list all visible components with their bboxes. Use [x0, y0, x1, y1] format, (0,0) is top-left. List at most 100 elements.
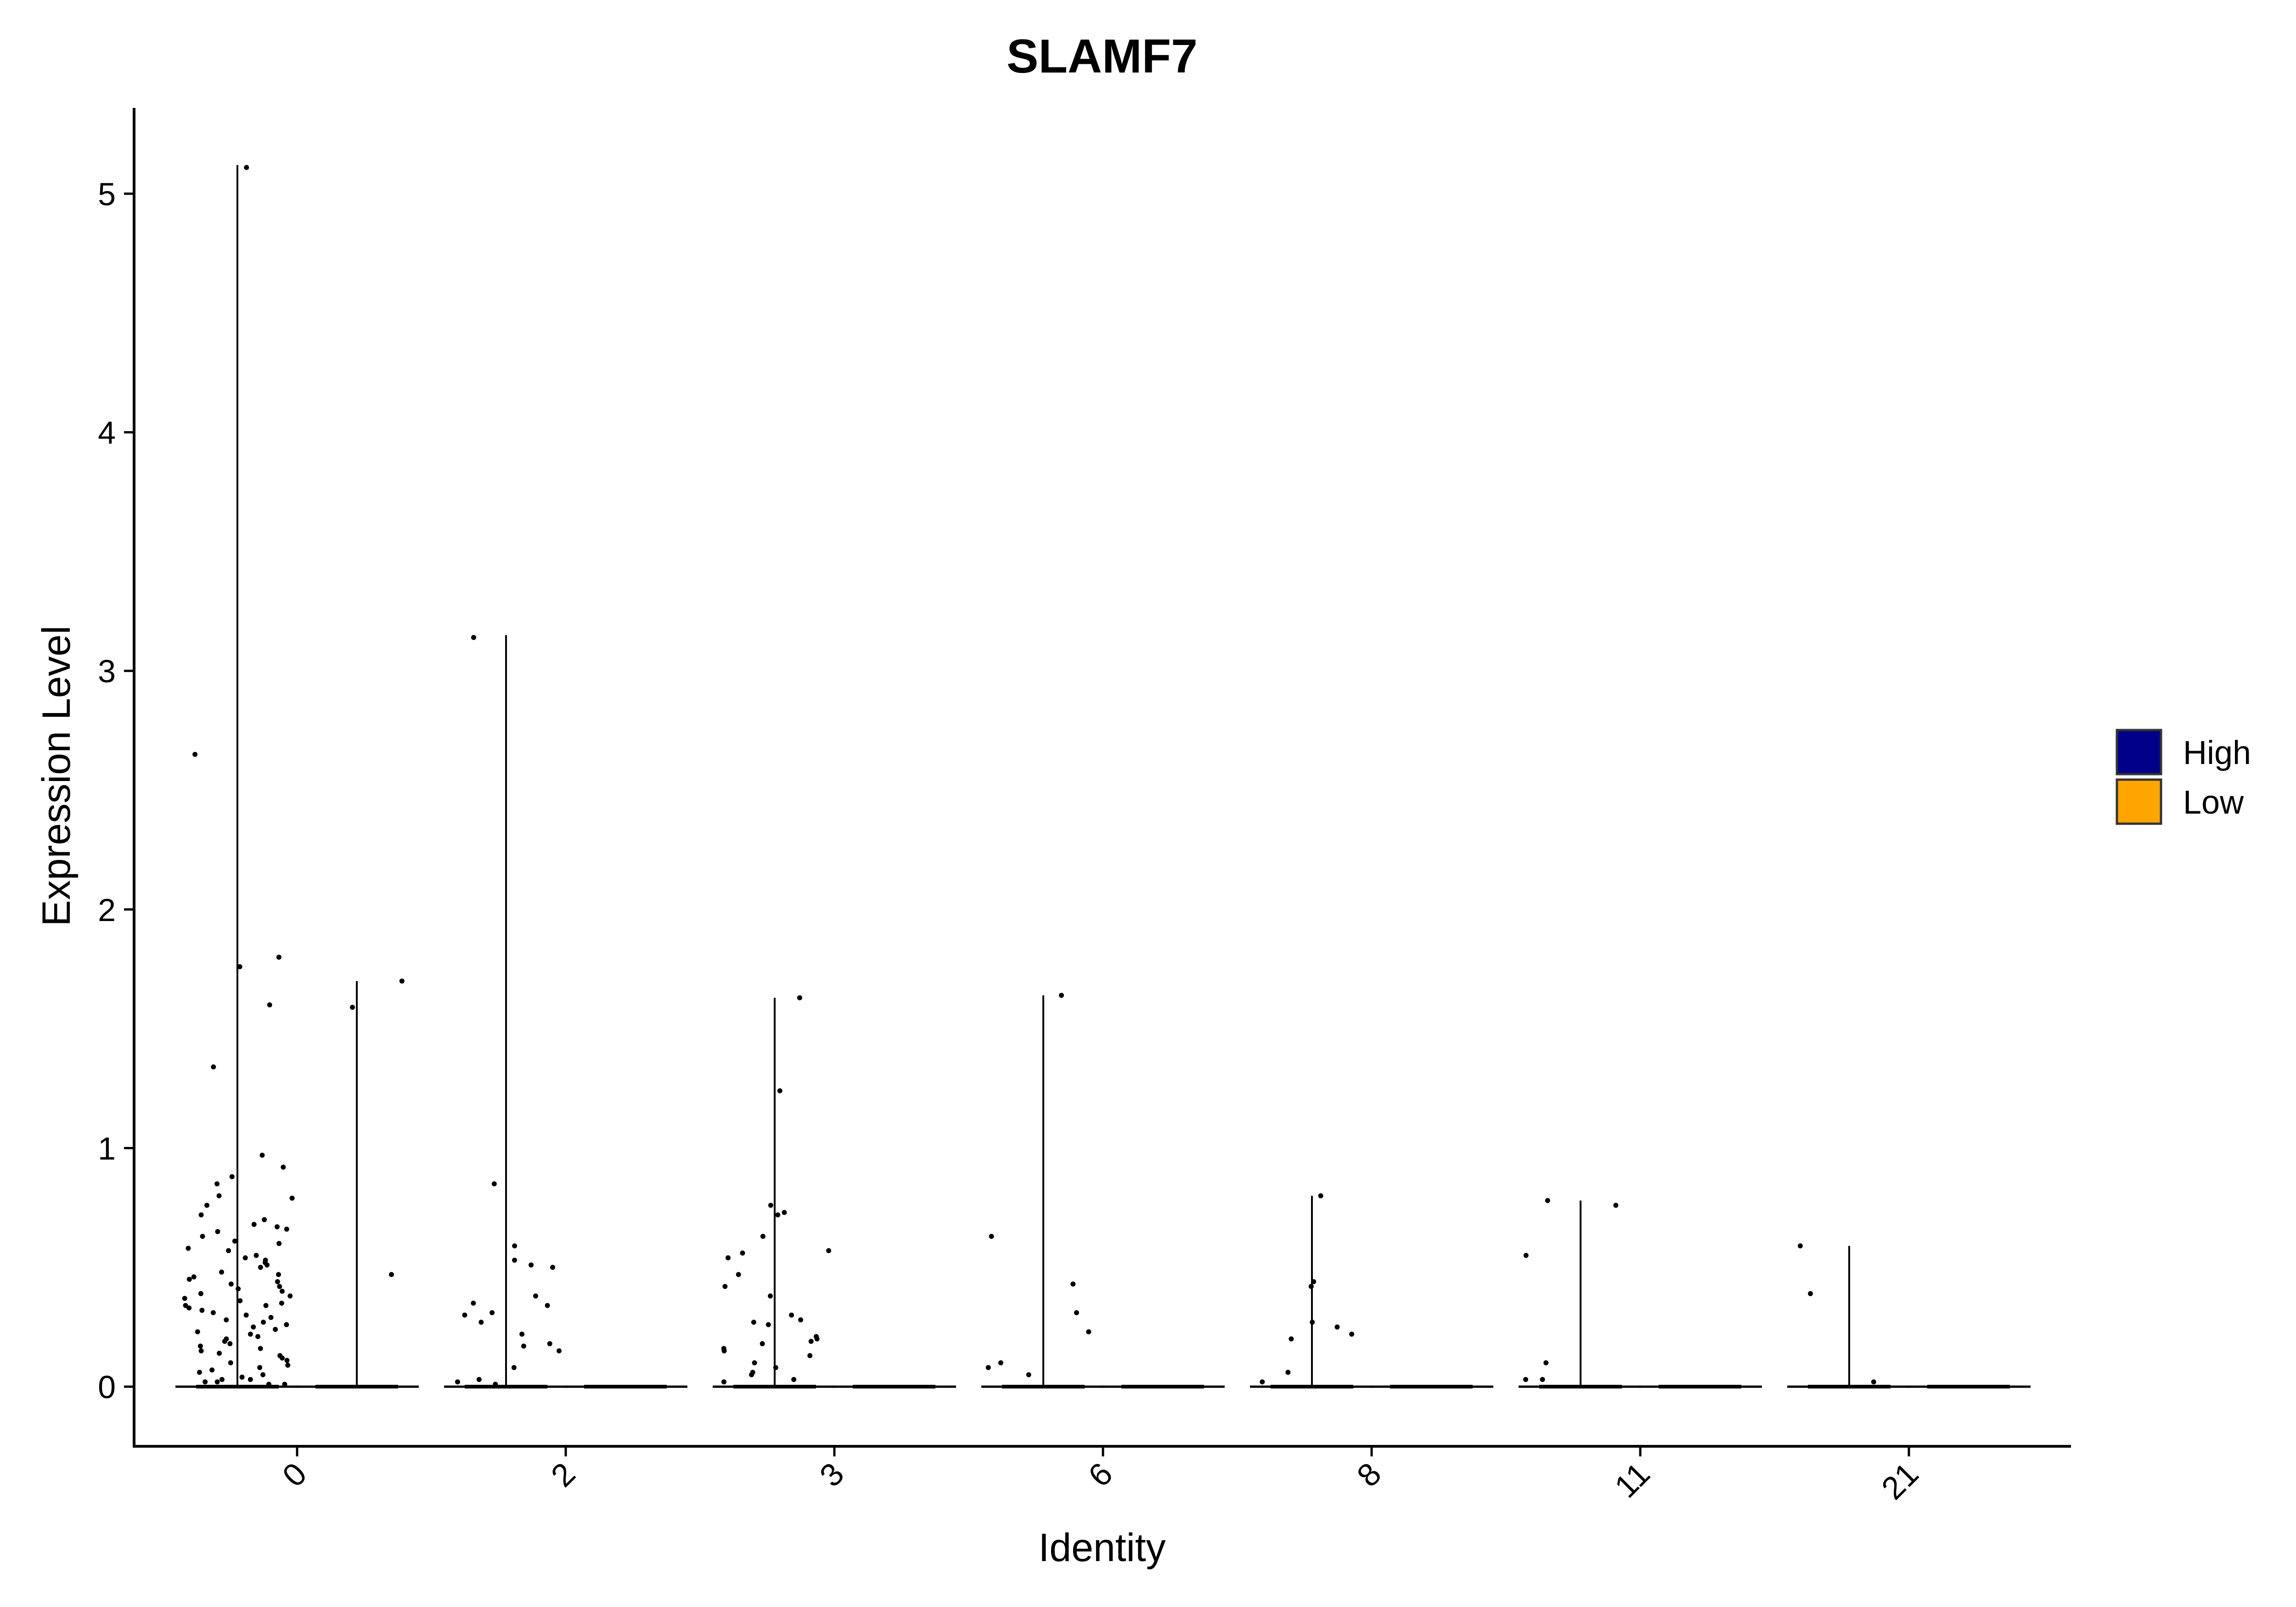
data-point: [1058, 993, 1064, 998]
legend-label-low: Low: [2183, 784, 2244, 821]
data-point: [775, 1212, 781, 1218]
y-tick-label: 0: [98, 1369, 116, 1405]
violin-body-low: [1927, 1385, 2010, 1389]
data-point: [1289, 1336, 1294, 1342]
data-point: [262, 1217, 267, 1222]
data-point: [260, 1372, 266, 1377]
data-point: [798, 1317, 804, 1323]
data-point: [289, 1196, 295, 1201]
data-point: [276, 955, 281, 960]
legend-swatch-low: [2116, 778, 2162, 825]
data-point: [237, 964, 242, 970]
data-point: [251, 1222, 257, 1227]
x-tick-label: 11: [1608, 1455, 1657, 1505]
data-point: [277, 1284, 282, 1289]
data-point: [186, 1276, 192, 1282]
data-point: [1871, 1379, 1876, 1385]
data-point: [749, 1372, 754, 1377]
data-point: [826, 1248, 832, 1253]
data-point: [808, 1338, 814, 1344]
data-point: [1070, 1281, 1076, 1287]
data-point: [740, 1250, 745, 1256]
data-point: [721, 1348, 727, 1354]
data-point: [244, 165, 249, 170]
data-point: [1523, 1377, 1528, 1382]
data-point: [1318, 1193, 1323, 1198]
data-point: [550, 1264, 556, 1270]
y-axis-title: Expression Level: [34, 626, 79, 927]
data-point: [1540, 1377, 1545, 1382]
data-point: [216, 1193, 222, 1198]
violin-body-low: [1390, 1385, 1473, 1389]
data-point: [1543, 1360, 1549, 1365]
data-point: [462, 1312, 467, 1318]
data-point: [533, 1293, 538, 1299]
data-point: [765, 1322, 771, 1327]
data-point: [768, 1202, 773, 1208]
data-point: [284, 1226, 289, 1232]
data-point: [1334, 1324, 1340, 1330]
data-point: [222, 1338, 227, 1344]
data-point: [186, 1246, 191, 1251]
legend: High Low: [2116, 729, 2251, 825]
x-tick-label: 21: [1874, 1455, 1925, 1506]
data-point: [258, 1346, 263, 1351]
data-point: [1285, 1370, 1291, 1375]
data-point: [797, 995, 802, 1000]
data-point: [521, 1343, 526, 1349]
data-point: [1086, 1329, 1092, 1335]
data-point: [264, 1262, 270, 1268]
data-point: [217, 1350, 222, 1356]
data-point: [736, 1272, 741, 1277]
data-point: [721, 1379, 726, 1385]
data-point: [215, 1229, 220, 1234]
data-point: [267, 1002, 272, 1008]
data-point: [228, 1360, 233, 1365]
data-point: [204, 1202, 210, 1208]
data-point: [1074, 1310, 1079, 1315]
data-point: [1613, 1202, 1619, 1208]
data-point: [227, 1341, 233, 1347]
x-tick-label: 6: [1081, 1455, 1120, 1494]
data-point: [491, 1181, 497, 1186]
data-point: [281, 1164, 286, 1170]
x-tick-label: 8: [1350, 1455, 1388, 1494]
data-point: [751, 1320, 756, 1325]
x-axis-title: Identity: [1038, 1526, 1165, 1570]
data-point: [998, 1360, 1003, 1365]
data-point: [274, 1224, 280, 1230]
plot-area: 0 1 2 3 4 5 0 2 3 6 8 11 21: [98, 108, 2071, 1506]
data-point: [1545, 1198, 1550, 1203]
data-point: [476, 1377, 482, 1382]
data-point: [282, 1382, 287, 1387]
data-point: [455, 1379, 460, 1385]
data-point: [284, 1322, 289, 1327]
data-point: [1523, 1253, 1529, 1258]
data-point: [253, 1253, 259, 1258]
data-point: [266, 1382, 271, 1387]
data-point: [237, 1298, 243, 1304]
violin-body-low: [584, 1385, 667, 1389]
data-point: [255, 1334, 261, 1339]
data-point: [493, 1382, 498, 1387]
data-point: [280, 1355, 285, 1361]
data-point: [529, 1262, 534, 1268]
data-point: [279, 1288, 285, 1294]
data-point: [200, 1234, 205, 1239]
data-point: [198, 1348, 204, 1354]
data-point: [224, 1317, 229, 1323]
data-point: [782, 1210, 787, 1215]
data-point: [1308, 1284, 1314, 1289]
data-point: [519, 1332, 525, 1337]
data-point: [210, 1310, 216, 1315]
data-point: [1797, 1243, 1803, 1248]
data-point: [814, 1336, 820, 1342]
x-tick-label: 2: [544, 1455, 582, 1494]
data-point: [214, 1379, 220, 1385]
data-point: [789, 1312, 794, 1318]
y-tick-label: 3: [98, 653, 116, 689]
data-point: [989, 1234, 994, 1239]
data-point: [279, 1300, 284, 1306]
data-point: [547, 1341, 552, 1347]
